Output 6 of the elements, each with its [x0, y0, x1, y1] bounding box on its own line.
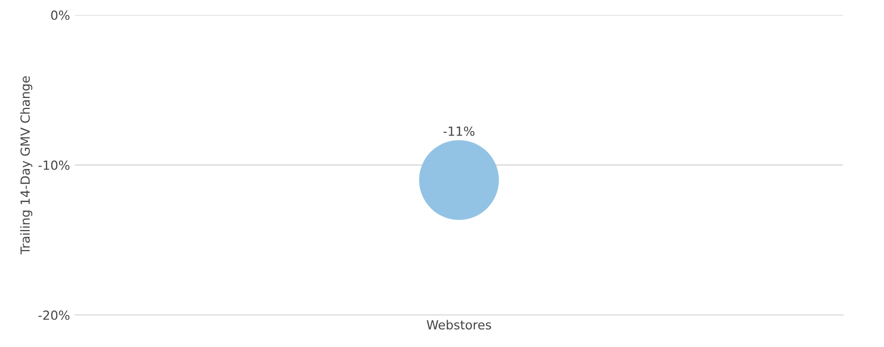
y-tick-label: -10% [38, 160, 70, 170]
x-tick-label: Webstores [426, 320, 492, 330]
y-tick-label: 0% [51, 10, 70, 20]
y-axis-title: Trailing 14-Day GMV Change [20, 76, 32, 254]
y-tick-label: -20% [38, 310, 70, 320]
data-label: -11% [443, 126, 474, 136]
